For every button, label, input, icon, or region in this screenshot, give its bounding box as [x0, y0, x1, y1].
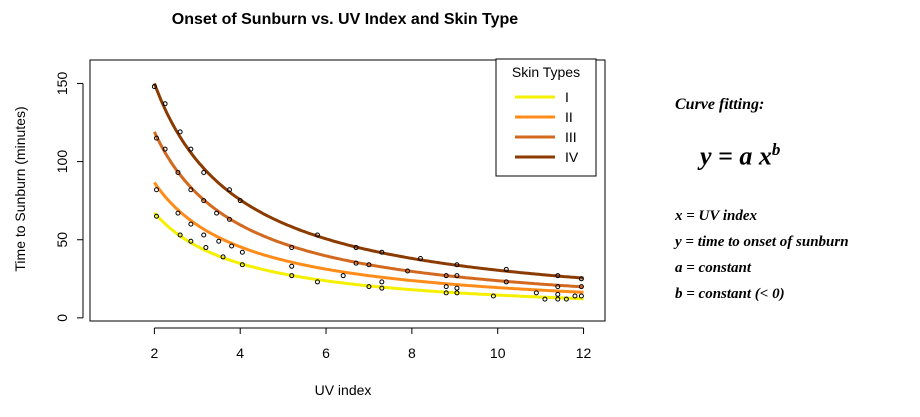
data-point-IV	[151, 84, 157, 90]
data-point-II	[175, 210, 181, 216]
y-tick-label: 0	[54, 314, 70, 322]
fit-formula: y = a xb	[700, 140, 780, 172]
definition-x: x = UV index	[675, 208, 758, 224]
data-point-II	[533, 290, 539, 296]
data-point-III	[289, 245, 295, 251]
data-point-II	[443, 284, 449, 290]
x-tick-label: 12	[576, 345, 592, 361]
fit-formula-base: y = a x	[700, 141, 772, 171]
data-point-IV	[237, 198, 243, 204]
data-point-IV	[555, 273, 561, 279]
data-point-IV	[201, 170, 207, 176]
data-point-II	[379, 279, 385, 285]
data-point-IV	[177, 129, 183, 135]
y-axis-label: Time to Sunburn (minutes)	[12, 106, 28, 271]
chart-title: Onset of Sunburn vs. UV Index and Skin T…	[172, 11, 519, 28]
data-point-I	[490, 293, 496, 299]
data-point-IV	[188, 146, 194, 152]
fit-curve-II	[153, 181, 584, 294]
data-point-III	[353, 260, 359, 266]
legend-label-IV: IV	[565, 149, 579, 165]
data-point-IV	[162, 101, 168, 107]
data-point-II	[229, 243, 235, 249]
data-point-III	[175, 170, 181, 176]
data-point-I	[454, 290, 460, 296]
data-point-II	[154, 187, 160, 193]
data-point-II	[289, 263, 295, 269]
axes: 2 4 6 8 10 12 0 50 100 150	[54, 72, 592, 361]
legend-label-I: I	[565, 89, 569, 105]
data-point-IV	[578, 276, 584, 282]
y-tick-label: 100	[54, 150, 70, 174]
data-point-IV	[226, 187, 232, 193]
x-tick-label: 2	[150, 345, 158, 361]
data-point-I	[443, 290, 449, 296]
data-point-II	[555, 291, 561, 297]
data-point-II	[239, 249, 245, 255]
definition-b: b = constant (< 0)	[675, 286, 785, 302]
data-point-I	[555, 296, 561, 302]
data-point-III	[188, 187, 194, 193]
data-point-II	[188, 221, 194, 227]
data-point-IV	[454, 262, 460, 268]
data-point-III	[201, 198, 207, 204]
data-point-III	[405, 268, 411, 274]
y-tick-label: 50	[54, 232, 70, 248]
data-point-II	[578, 293, 584, 299]
data-point-II	[216, 238, 222, 244]
data-point-II	[201, 232, 207, 238]
data-point-I	[203, 245, 209, 251]
data-point-I	[366, 284, 372, 290]
x-tick-label: 8	[408, 345, 416, 361]
data-point-I	[177, 232, 183, 238]
data-point-I	[563, 296, 569, 302]
data-point-III	[443, 273, 449, 279]
fit-formula-exponent: b	[771, 140, 781, 159]
data-point-III	[214, 210, 220, 216]
chart: Onset of Sunburn vs. UV Index and Skin T…	[12, 11, 606, 398]
fit-curve-III	[153, 131, 584, 289]
legend-title: Skin Types	[512, 64, 580, 80]
data-point-IV	[417, 255, 423, 261]
data-point-II	[572, 293, 578, 299]
data-point-I	[542, 296, 548, 302]
data-point-III	[555, 284, 561, 290]
data-point-III	[226, 216, 232, 222]
data-point-I	[154, 213, 160, 219]
data-point-IV	[314, 232, 320, 238]
data-point-III	[366, 262, 372, 268]
data-point-III	[454, 273, 460, 279]
data-point-II	[454, 285, 460, 291]
data-point-I	[188, 238, 194, 244]
x-tick-label: 6	[322, 345, 330, 361]
data-point-IV	[503, 266, 509, 272]
data-point-III	[162, 146, 168, 152]
data-point-I	[239, 262, 245, 268]
legend-label-III: III	[565, 129, 577, 145]
x-tick-label: 4	[236, 345, 244, 361]
x-axis-label: UV index	[315, 382, 372, 398]
fit-curve-I	[153, 211, 584, 301]
data-point-III	[154, 135, 160, 141]
data-point-IV	[353, 245, 359, 251]
y-tick-label: 150	[54, 72, 70, 96]
data-point-II	[340, 273, 346, 279]
data-points	[151, 84, 584, 302]
data-point-I	[314, 279, 320, 285]
plot-frame	[89, 59, 606, 322]
data-point-I	[289, 273, 295, 279]
data-point-III	[578, 284, 584, 290]
curve-fitting-heading: Curve fitting:	[675, 96, 765, 113]
data-point-IV	[379, 249, 385, 255]
legend-label-II: II	[565, 109, 573, 125]
fit-curve-IV	[152, 82, 584, 280]
definition-a: a = constant	[675, 260, 752, 276]
fit-curves	[152, 82, 584, 301]
data-point-I	[220, 254, 226, 260]
definition-y: y = time to onset of sunburn	[675, 234, 849, 250]
x-tick-label: 10	[490, 345, 506, 361]
data-point-I	[379, 285, 385, 291]
data-point-III	[503, 279, 509, 285]
